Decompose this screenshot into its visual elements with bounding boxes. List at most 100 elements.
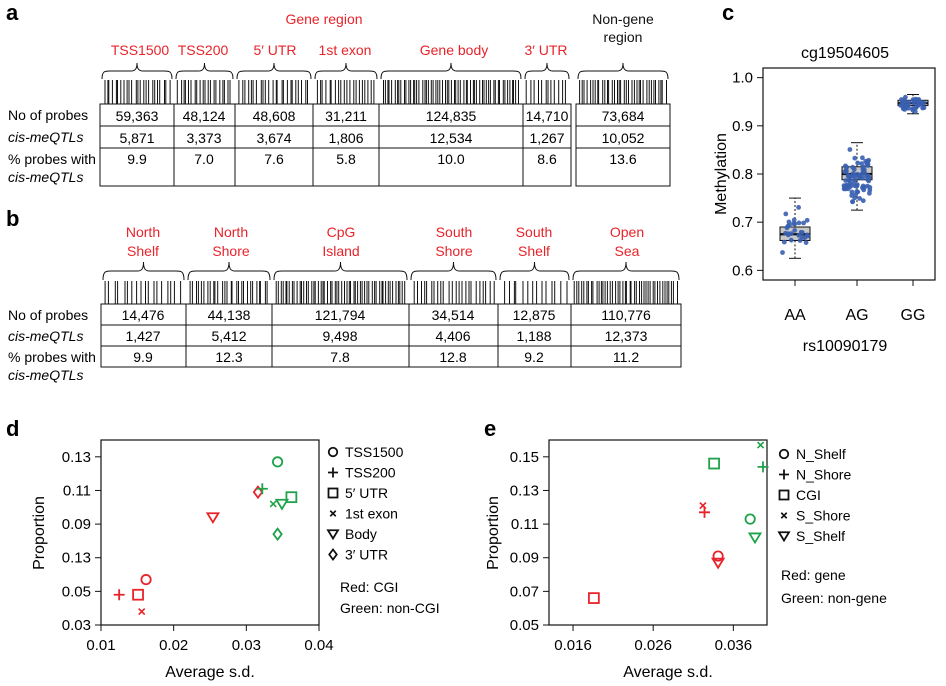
cpg-cell-probes-cpg-island: 121,794 bbox=[315, 307, 366, 323]
region-bracket bbox=[273, 261, 408, 281]
legend-x-icon bbox=[329, 510, 337, 517]
scatter-point-square-green bbox=[708, 457, 720, 470]
box-point bbox=[860, 155, 865, 161]
boxplot-y-axis-label: Methylation bbox=[713, 133, 730, 215]
y-tick-label: 0.9 bbox=[732, 118, 753, 135]
cpg-cell-pct-south-shore: 12.8 bbox=[439, 349, 466, 365]
region-label-north-shore-2: Shore bbox=[212, 243, 250, 259]
region-label-open-sea-1: Open bbox=[610, 224, 644, 240]
cell-pct-3utr: 8.6 bbox=[537, 151, 557, 167]
box-point bbox=[844, 168, 849, 174]
scatter-point-diamond-green bbox=[272, 527, 283, 542]
box-point bbox=[856, 173, 862, 178]
box-point bbox=[867, 185, 873, 190]
box-point bbox=[857, 196, 862, 201]
region-brackets bbox=[101, 62, 669, 80]
legend-diamond-icon bbox=[328, 548, 338, 561]
region-label-north-shelf-2: Shelf bbox=[127, 243, 159, 259]
box-point bbox=[847, 184, 853, 190]
box-point bbox=[852, 155, 858, 161]
box-point bbox=[903, 94, 908, 100]
scatter-e-y-axis-label: Proportion bbox=[485, 496, 502, 570]
box-point bbox=[899, 97, 904, 102]
legend-label: N_Shelf bbox=[796, 446, 846, 462]
legend-label: Body bbox=[345, 526, 377, 542]
row-label-no-of-probes: No of probes bbox=[8, 107, 88, 123]
box-point bbox=[850, 164, 856, 170]
box-point bbox=[780, 250, 785, 255]
scatter-e-frame bbox=[548, 439, 768, 626]
cpg-cell-meqtl-cpg-island: 9,498 bbox=[322, 328, 357, 344]
y-tick-label: 1.0 bbox=[732, 70, 753, 87]
panel-label-e: e bbox=[484, 416, 496, 441]
box-point bbox=[791, 217, 797, 223]
scatter-point-plus-green bbox=[757, 461, 769, 473]
cpg-row-label-cis-meqtls-2: cis-meQTLs bbox=[8, 367, 83, 383]
cell-meqtl-tss200: 3,373 bbox=[186, 130, 221, 146]
region-label-5utr: 5′ UTR bbox=[253, 42, 296, 58]
legend-triangle-down-icon bbox=[326, 529, 340, 541]
x-tick-label: 0.036 bbox=[715, 637, 753, 654]
box-point bbox=[789, 231, 794, 237]
legend-label: 3′ UTR bbox=[345, 547, 388, 563]
x-tick-label: 0.03 bbox=[232, 637, 261, 654]
cpg-cell-pct-south-shelf: 9.2 bbox=[524, 349, 544, 365]
x-tick-label: 0.01 bbox=[86, 637, 115, 654]
nongene-header-line1: Non-gene bbox=[592, 11, 654, 27]
region-label-open-sea-2: Sea bbox=[615, 243, 640, 259]
scatter-point-x-green bbox=[269, 500, 277, 508]
panel-label-a: a bbox=[6, 0, 19, 25]
box-point bbox=[855, 160, 861, 166]
region-label-north-shore-1: North bbox=[214, 224, 248, 240]
box-point bbox=[860, 198, 866, 204]
box-point bbox=[796, 205, 801, 210]
scatter-e-points bbox=[588, 441, 769, 604]
scatter-e-note-red: Red: gene bbox=[781, 567, 846, 583]
y-tick-label: 0.05 bbox=[510, 617, 539, 634]
cpg-cell-probes-south-shore: 34,514 bbox=[432, 307, 475, 323]
legend-label: CGI bbox=[796, 487, 821, 503]
x-tick-label: AA bbox=[784, 307, 806, 324]
box-point bbox=[912, 109, 918, 115]
x-tick-label: 0.026 bbox=[634, 637, 672, 654]
x-tick-label: AG bbox=[845, 307, 868, 324]
scatter-point-diamond-red bbox=[252, 485, 264, 500]
region-label-cpg-island-2: Island bbox=[322, 243, 359, 259]
box-point bbox=[843, 178, 849, 184]
panel-c-boxplot: cg19504605 0.6 0.7 0.8 0.9 1.0 AA AG GG Methyl… bbox=[713, 45, 936, 355]
y-tick-label: 0.03 bbox=[62, 617, 91, 634]
scatter-e-legend: N_Shelf N_Shore CGI S_Shore S_Shelf bbox=[777, 446, 851, 544]
cpg-row-label-cis-meqtls: cis-meQTLs bbox=[8, 328, 83, 344]
cell-probes-nongene: 73,684 bbox=[602, 108, 645, 124]
legend-plus-icon bbox=[779, 469, 789, 480]
region-bracket bbox=[410, 261, 497, 281]
panel-e-scatter: 0.050.070.090.110.130.150.016 0.026 0.036 … bbox=[485, 439, 887, 681]
table-cells: 59,363 48,124 48,608 31,211 124,835 14,7… bbox=[116, 108, 645, 167]
boxplot-y-ticks: 0.6 0.7 0.8 0.9 1.0 bbox=[732, 70, 763, 279]
scatter-point-square-red bbox=[588, 592, 600, 604]
cpg-probe-tick-marks bbox=[104, 281, 678, 304]
scatter-point-triangle-down-red bbox=[711, 557, 726, 570]
cell-pct-tss200: 7.0 bbox=[194, 151, 214, 167]
x-tick-label: 0.04 bbox=[304, 637, 333, 654]
scatter-d-note-red: Red: CGI bbox=[340, 579, 398, 595]
gene-region-header: Gene region bbox=[285, 11, 362, 27]
box-point bbox=[905, 103, 911, 108]
box-point bbox=[901, 104, 906, 109]
region-label-cpg-island-1: CpG bbox=[327, 224, 356, 240]
region-label-1st-exon: 1st exon bbox=[319, 42, 372, 58]
scatter-point-circle-red bbox=[712, 550, 724, 562]
region-label-tss200: TSS200 bbox=[178, 42, 229, 58]
box-point bbox=[796, 220, 802, 226]
box-point bbox=[805, 233, 811, 239]
region-label-south-shelf-1: South bbox=[516, 224, 553, 240]
box-point bbox=[783, 230, 788, 236]
cpg-cell-meqtl-south-shore: 4,406 bbox=[435, 328, 470, 344]
box-point bbox=[792, 228, 798, 233]
box-point bbox=[918, 100, 924, 105]
scatter-e-ticks: 0.05 0.07 0.09 0.11 0.13 0.15 0.016 0.026 0.036 bbox=[510, 449, 752, 654]
scatter-e-x-axis-label: Average s.d. bbox=[623, 664, 713, 681]
legend-circle-icon bbox=[778, 448, 790, 460]
cpg-row-label-pct-probes: % probes with bbox=[8, 349, 96, 365]
